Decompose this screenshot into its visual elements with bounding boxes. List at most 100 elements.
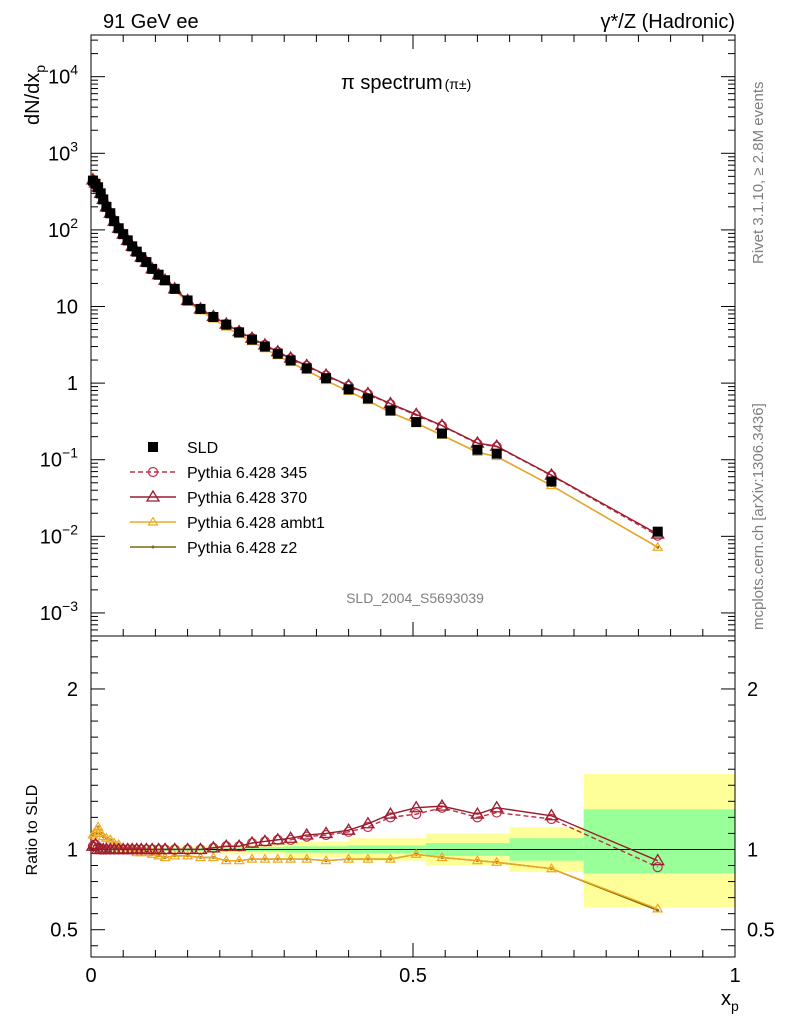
main-point-sld: [546, 476, 557, 487]
main-point-sld: [136, 252, 147, 263]
ratio-band-stat: [583, 809, 735, 874]
main-point-sld: [98, 194, 109, 205]
ratio-point-pythia-6-428-ambt1: [259, 853, 271, 863]
ratio-point-pythia-6-428-370: [409, 800, 424, 813]
ratio-ylabel: Ratio to SLD: [24, 785, 41, 876]
main-point-sld: [221, 319, 232, 330]
ratio-ytick-label: 0.5: [50, 920, 78, 942]
ratio-point-pythia-6-428-345: [362, 821, 374, 833]
ratio-point-pythia-6-428-370: [219, 838, 234, 851]
main-point-sld: [131, 246, 142, 257]
ratio-point-pythia-6-428-ambt1: [159, 851, 171, 862]
main-point-sld: [362, 393, 373, 404]
ratio-ytick-label-right: 2: [747, 679, 758, 701]
main-point-sld: [118, 229, 129, 240]
legend-marker-pythia-6-428-ambt1: [147, 516, 159, 526]
ratio-point-pythia-6-428-ambt1: [285, 853, 297, 863]
legend: SLD Pythia 6.428 345 Pythia 6.428 370 Pythi…: [130, 440, 325, 557]
ratio-point-pythia-6-428-370: [257, 834, 273, 847]
ratio-axes: 0.5 0.5 1 1 2 2 0 0.5 1: [50, 635, 775, 987]
main-line-pythia-6-428-345: [92, 179, 659, 537]
main-ytick-label: 10: [56, 297, 78, 319]
main-point-sld: [127, 241, 138, 252]
mcplots-label: mcplots.cern.ch [arXiv:1306.3436]: [750, 403, 767, 630]
ratio-point-pythia-6-428-ambt1: [169, 850, 181, 860]
ratio-point-pythia-6-428-370: [489, 800, 504, 813]
ratio-point-pythia-6-428-370: [360, 816, 376, 829]
main-point-sld: [208, 311, 219, 322]
main-point-sld: [472, 444, 483, 455]
ratio-ytick-label-right: 0.5: [747, 920, 775, 942]
legend-marker-pythia-6-428-z2: [151, 545, 155, 549]
ratio-point-pythia-6-428-ambt1: [182, 850, 194, 860]
ratio-xtick-label: 0: [85, 965, 96, 987]
main-point-sld: [411, 417, 422, 428]
ratio-point-pythia-6-428-ambt1: [491, 856, 503, 866]
legend-label-pythia-6-428-ambt1: Pythia 6.428 ambt1: [187, 515, 325, 532]
ratio-point-pythia-6-428-ambt1: [410, 848, 422, 858]
main-ylabel: dN/dxp: [22, 65, 48, 125]
main-point-sld: [652, 526, 663, 537]
ratio-point-pythia-6-428-ambt1: [126, 843, 138, 854]
ratio-ytick-label: 2: [67, 679, 78, 701]
ratio-point-pythia-6-428-370: [434, 798, 450, 811]
ratio-point-pythia-6-428-370: [193, 842, 208, 855]
ratio-point-pythia-6-428-345: [385, 812, 396, 823]
ratio-point-pythia-6-428-370: [283, 830, 298, 843]
legend-label-pythia-6-428-345: Pythia 6.428 345: [187, 465, 307, 482]
ratio-point-pythia-6-428-370: [470, 806, 485, 819]
main-point-sld: [147, 263, 158, 274]
main-point-sld: [93, 182, 104, 193]
main-line-pythia-6-428-z2: [92, 177, 659, 548]
ratio-ytick-label: 1: [67, 839, 78, 861]
ratio-point-pythia-6-428-ambt1: [153, 850, 165, 860]
main-ytick-label: 102: [48, 215, 78, 242]
main-point-sld: [160, 275, 171, 286]
ratio-ytick-label-right: 1: [747, 839, 758, 861]
ratio-point-pythia-6-428-370: [341, 822, 356, 835]
ratio-point-pythia-6-428-370: [299, 827, 314, 840]
ratio-point-pythia-6-428-370: [650, 853, 665, 866]
main-point-sld: [109, 216, 120, 227]
main-point-sld: [343, 384, 354, 395]
ratio-point-pythia-6-428-ambt1: [207, 851, 219, 862]
ratio-xlabel: xp: [721, 988, 739, 1014]
ratio-point-pythia-6-428-370: [318, 826, 334, 839]
main-point-sld: [491, 448, 502, 459]
ratio-xtick-label: 0.5: [399, 965, 427, 987]
ratio-point-pythia-6-428-ambt1: [220, 855, 232, 865]
ratio-point-pythia-6-428-ambt1: [436, 851, 448, 862]
ratio-point-pythia-6-428-ambt1: [471, 855, 483, 865]
legend-label-sld: SLD: [187, 440, 218, 457]
main-point-sld: [195, 303, 206, 314]
ratio-point-pythia-6-428-345: [411, 809, 422, 820]
ratio-point-pythia-6-428-370: [157, 842, 173, 855]
legend-label-pythia-6-428-370: Pythia 6.428 370: [187, 490, 307, 507]
main-line-pythia-6-428-ambt1: [92, 177, 659, 548]
main-point-sld: [95, 188, 106, 199]
main-ytick-label: 10−1: [40, 445, 78, 472]
main-point-sld: [113, 223, 124, 234]
ratio-point-pythia-6-428-ambt1: [87, 829, 99, 839]
ratio-point-pythia-6-428-370: [544, 808, 559, 821]
main-ytick-label: 103: [48, 138, 78, 165]
ratio-point-pythia-6-428-370: [180, 842, 195, 855]
main-ytick-label: 10−3: [40, 598, 78, 625]
ratio-point-pythia-6-428-ambt1: [545, 863, 558, 873]
ratio-point-pythia-6-428-ambt1: [301, 853, 313, 863]
ratio-point-pythia-6-428-ambt1: [233, 855, 245, 865]
ratio-point-pythia-6-428-345: [472, 812, 483, 823]
main-point-sld: [285, 355, 296, 366]
ratio-point-pythia-6-428-ambt1: [108, 837, 120, 847]
main-point-sld: [234, 327, 245, 338]
main-point-sld: [101, 201, 112, 212]
ratio-point-pythia-6-428-370: [231, 838, 247, 851]
ratio-series-layer: [85, 798, 665, 913]
legend-marker-pythia-6-428-345: [147, 466, 159, 478]
header-left: 91 GeV ee: [103, 11, 199, 33]
main-point-sld: [153, 269, 164, 280]
legend-label-pythia-6-428-z2: Pythia 6.428 z2: [187, 540, 297, 557]
main-ytick-label: 1: [67, 373, 78, 395]
ratio-point-pythia-6-428-345: [652, 862, 663, 873]
